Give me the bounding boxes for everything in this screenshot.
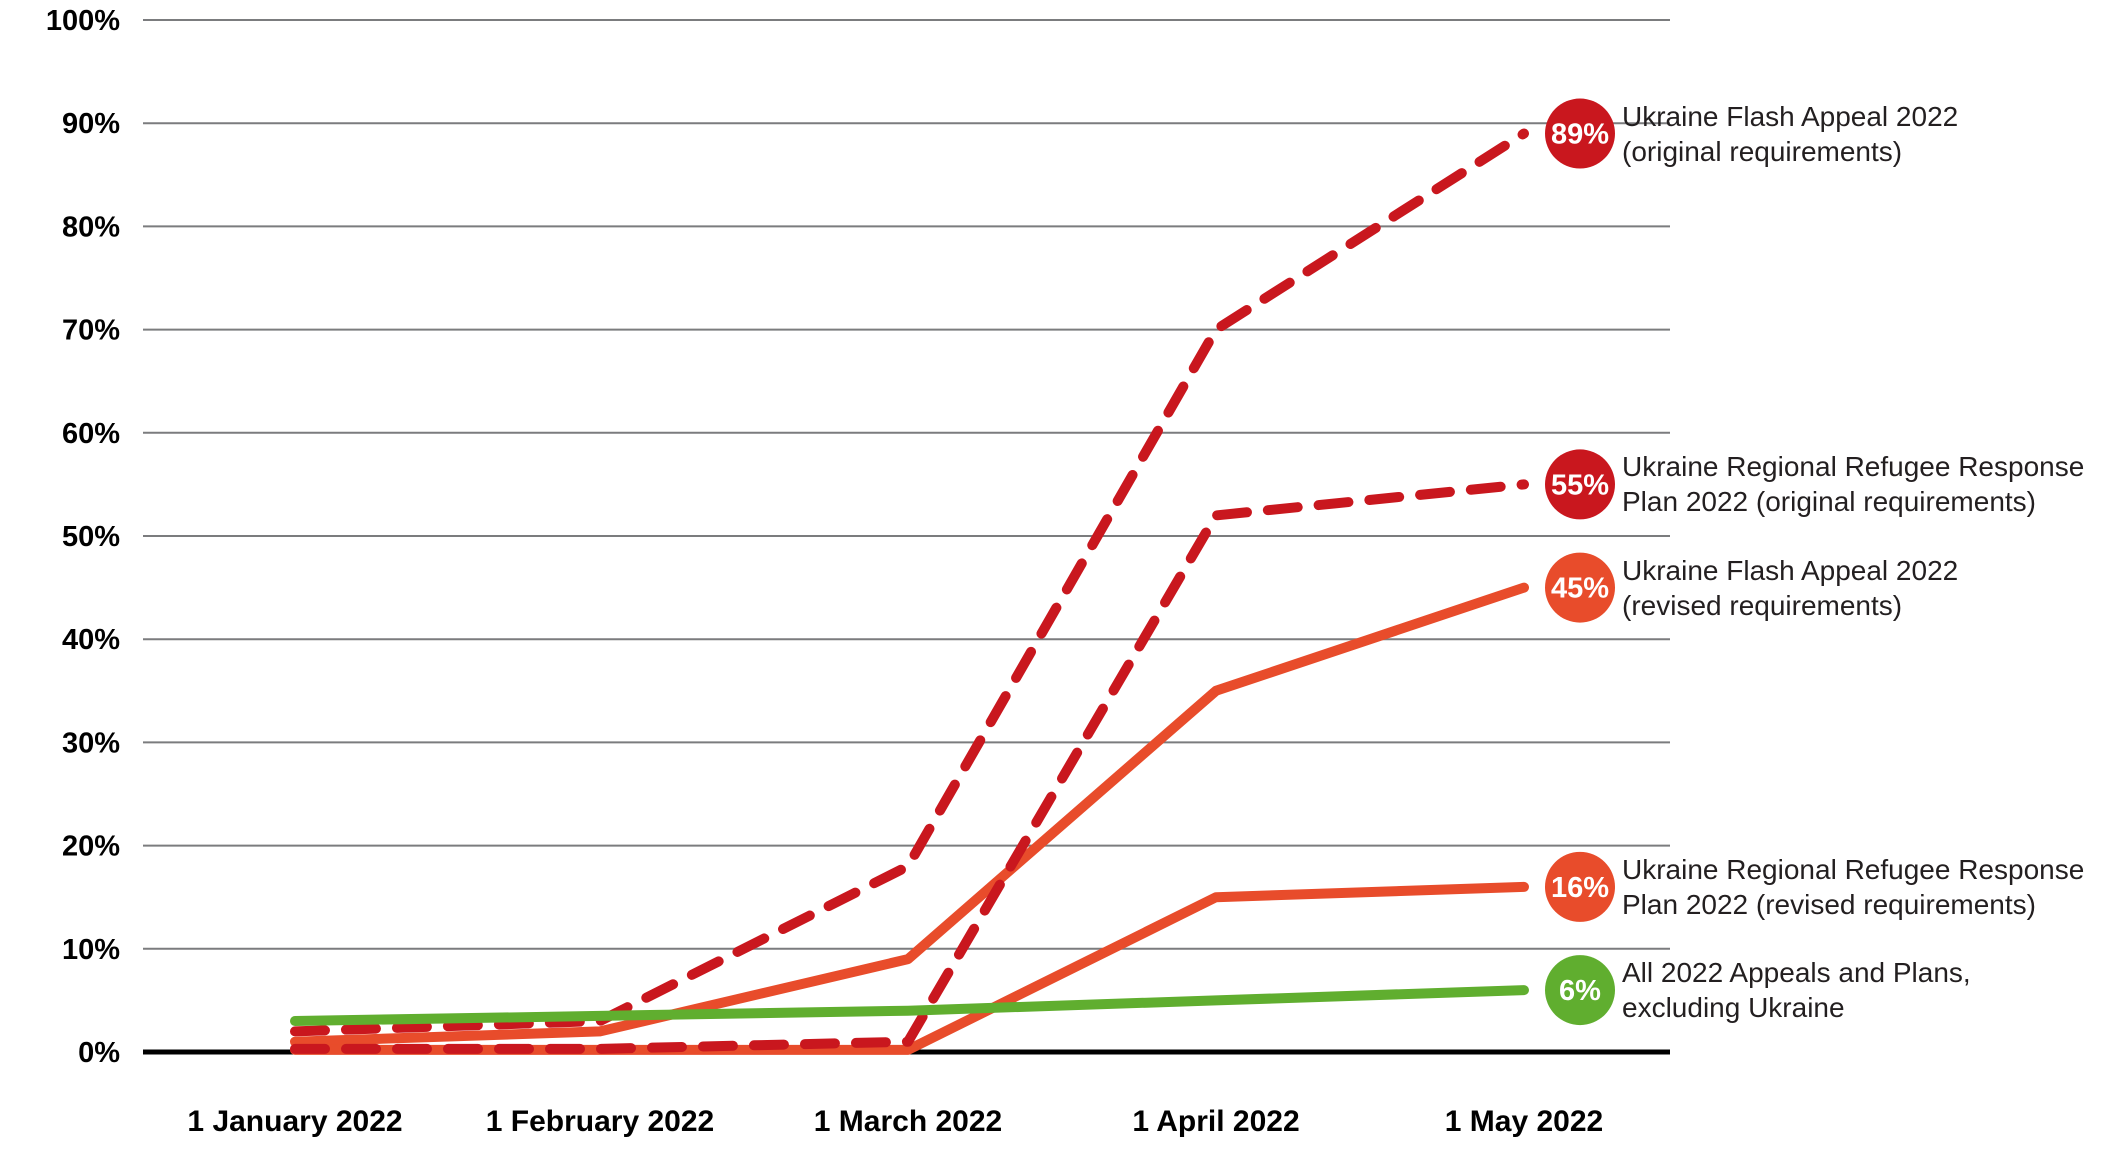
value-bubble-ukraine-flash-appeal-2022-revised-requir [1545, 552, 1615, 623]
series-line-ukraine-regional-refugee-response-plan-2 [290, 479, 1529, 1054]
series-label-line: Ukraine Regional Refugee Response [1622, 853, 2085, 885]
series-label-line: Plan 2022 (revised requirements) [1622, 888, 2036, 920]
series-label-line: Ukraine Flash Appeal 2022 [1622, 554, 1959, 586]
value-bubble-ukraine-regional-refugee-response-plan-2 [1545, 851, 1615, 922]
y-axis-tick-label: 20% [62, 831, 120, 863]
value-bubble-label: 89% [1551, 119, 1609, 151]
series-label-line: All 2022 Appeals and Plans, [1622, 957, 1971, 989]
y-axis-tick-label: 10% [62, 934, 120, 966]
series-line-all-2022-appeals-and-plans-excluding-ukr [290, 985, 1529, 1026]
y-axis-tick-label: 90% [62, 108, 120, 140]
x-axis-label: 1 January 2022 [187, 1105, 402, 1138]
value-bubble-ukraine-regional-refugee-response-plan-2 [1545, 449, 1615, 520]
series-label-ukraine-flash-appeal-2022-original-requi: Ukraine Flash Appeal 2022 (original requi… [1622, 99, 2102, 169]
y-axis-tick-label: 80% [62, 211, 120, 243]
x-axis-label: 1 March 2022 [814, 1105, 1002, 1138]
series-label-line: Ukraine Regional Refugee Response [1622, 451, 2085, 483]
value-bubble-ukraine-flash-appeal-2022-original-requi [1545, 98, 1615, 169]
series-label-ukraine-regional-refugee-response-plan-2: Ukraine Regional Refugee Response Plan 20… [1622, 449, 2102, 519]
value-bubble-label: 55% [1551, 469, 1609, 501]
y-axis-tick-label: 50% [62, 521, 120, 553]
y-axis-tick-label: 100% [46, 5, 120, 37]
series-label-ukraine-regional-refugee-response-plan-2: Ukraine Regional Refugee Response Plan 20… [1622, 852, 2102, 922]
y-axis-tick-label: 60% [62, 418, 120, 450]
series-label-line: (original requirements) [1622, 135, 1903, 167]
x-axis-label: 1 February 2022 [486, 1105, 714, 1138]
x-axis-label: 1 April 2022 [1132, 1105, 1299, 1138]
series-label-all-2022-appeals-and-plans-excluding-ukr: All 2022 Appeals and Plans, excluding Ukr… [1622, 955, 2102, 1025]
y-axis-tick-label: 30% [62, 727, 120, 759]
series-label-line: (revised requirements) [1622, 589, 1903, 621]
series-label-line: Ukraine Flash Appeal 2022 [1622, 100, 1959, 132]
x-axis-label: 1 May 2022 [1445, 1105, 1603, 1138]
value-bubble-label: 6% [1559, 975, 1601, 1007]
y-axis-tick-label: 70% [62, 315, 120, 347]
series-label-line: excluding Ukraine [1622, 992, 1845, 1024]
series-line-ukraine-flash-appeal-2022-original-requi [290, 128, 1529, 1037]
series-line-ukraine-flash-appeal-2022-revised-requir [290, 582, 1529, 1047]
y-axis-tick-label: 0% [78, 1037, 120, 1069]
value-bubble-all-2022-appeals-and-plans-excluding-ukr [1545, 955, 1615, 1026]
series-label-line: Plan 2022 (original requirements) [1622, 486, 2036, 518]
series-label-ukraine-flash-appeal-2022-revised-requir: Ukraine Flash Appeal 2022 (revised requir… [1622, 553, 2102, 623]
value-bubble-label: 16% [1551, 872, 1609, 904]
value-bubble-label: 45% [1551, 573, 1609, 605]
y-axis-tick-label: 40% [62, 624, 120, 656]
